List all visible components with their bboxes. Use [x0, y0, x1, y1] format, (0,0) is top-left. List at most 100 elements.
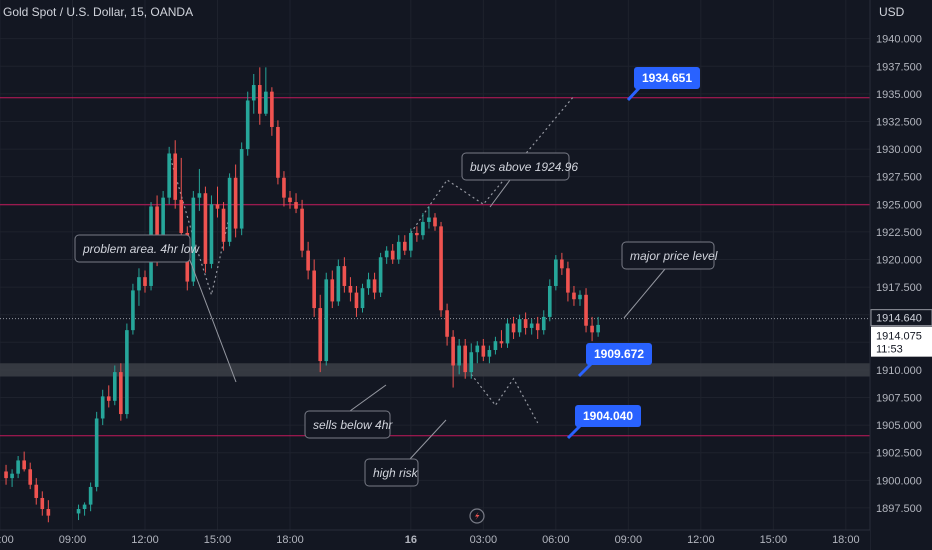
candle[interactable] — [143, 270, 147, 293]
candle[interactable] — [82, 502, 87, 516]
candle[interactable] — [402, 235, 407, 256]
candle[interactable] — [554, 255, 558, 291]
candle[interactable] — [312, 259, 316, 317]
candle[interactable] — [445, 303, 449, 346]
candle[interactable] — [16, 456, 20, 479]
candle[interactable] — [215, 186, 220, 218]
candle[interactable] — [529, 319, 534, 335]
candle[interactable] — [366, 272, 371, 295]
candle[interactable] — [76, 504, 81, 521]
candle[interactable] — [94, 411, 99, 492]
price-callout[interactable]: 1904.040 — [566, 405, 641, 440]
candle[interactable] — [324, 272, 329, 366]
annotation-note[interactable]: sells below 4hr — [304, 384, 393, 439]
candle[interactable] — [566, 261, 570, 302]
candle[interactable] — [106, 385, 111, 408]
candle[interactable] — [131, 283, 135, 335]
candle[interactable] — [517, 314, 522, 337]
candle[interactable] — [578, 290, 582, 306]
candle[interactable] — [475, 341, 480, 364]
candle[interactable] — [288, 191, 292, 209]
candle[interactable] — [487, 345, 492, 364]
candle[interactable] — [22, 451, 26, 472]
candle[interactable] — [547, 279, 552, 322]
candle[interactable] — [294, 193, 298, 214]
candle[interactable] — [28, 462, 33, 490]
candle[interactable] — [499, 330, 504, 348]
candle[interactable] — [427, 206, 431, 229]
candle[interactable] — [239, 142, 244, 236]
candle[interactable] — [415, 226, 419, 242]
candle[interactable] — [300, 199, 304, 258]
annotations[interactable]: problem area. 4hr low buys above 1924.96 m… — [74, 152, 718, 487]
candlesticks[interactable] — [4, 67, 600, 523]
candle[interactable] — [306, 241, 310, 280]
candle[interactable] — [384, 246, 389, 264]
candle[interactable] — [560, 252, 564, 275]
candle[interactable] — [572, 285, 576, 306]
candle[interactable] — [390, 244, 395, 264]
annotation-note[interactable]: problem area. 4hr low — [74, 234, 237, 383]
candle[interactable] — [167, 146, 171, 205]
candle[interactable] — [125, 323, 129, 419]
candle[interactable] — [457, 338, 461, 375]
candle[interactable] — [511, 316, 516, 339]
candle[interactable] — [179, 157, 184, 242]
candle[interactable] — [282, 171, 286, 207]
candle[interactable] — [318, 294, 323, 373]
candle[interactable] — [4, 464, 8, 485]
candle[interactable] — [348, 277, 353, 302]
candle[interactable] — [137, 268, 141, 306]
candle[interactable] — [34, 478, 39, 505]
candle[interactable] — [227, 173, 232, 247]
candle[interactable] — [396, 235, 401, 264]
candle[interactable] — [354, 285, 359, 317]
candle[interactable] — [541, 310, 546, 335]
candle[interactable] — [270, 87, 274, 136]
candle[interactable] — [596, 316, 600, 337]
candle[interactable] — [264, 67, 268, 116]
candle[interactable] — [88, 482, 93, 512]
candle[interactable] — [505, 319, 510, 348]
candle[interactable] — [112, 365, 117, 406]
candle[interactable] — [342, 257, 347, 293]
candle[interactable] — [245, 91, 250, 156]
candle[interactable] — [40, 491, 45, 516]
candle[interactable] — [276, 120, 280, 185]
lightning-icon[interactable] — [469, 508, 485, 524]
candle[interactable] — [439, 221, 443, 317]
annotation-note[interactable]: buys above 1924.96 — [461, 152, 578, 208]
candle[interactable] — [421, 213, 425, 240]
candle[interactable] — [209, 195, 214, 269]
candle[interactable] — [590, 316, 594, 342]
candle[interactable] — [469, 343, 474, 379]
price-callout[interactable]: 1934.651 — [626, 67, 700, 102]
annotation-note[interactable]: high risk — [364, 419, 447, 487]
candle[interactable] — [535, 316, 540, 339]
candle[interactable] — [584, 288, 588, 333]
candle[interactable] — [493, 336, 498, 355]
candle[interactable] — [372, 272, 377, 300]
candle[interactable] — [378, 252, 383, 298]
candle[interactable] — [523, 312, 528, 335]
candle[interactable] — [10, 469, 14, 487]
candle[interactable] — [451, 330, 455, 388]
candle[interactable] — [100, 389, 105, 426]
candle[interactable] — [251, 73, 256, 114]
candle[interactable] — [433, 213, 437, 231]
price-callouts[interactable]: 1934.651 1909.672 1904.040 — [566, 67, 700, 440]
candle[interactable] — [203, 186, 208, 273]
candle[interactable] — [173, 140, 178, 209]
candle[interactable] — [233, 164, 238, 238]
annotation-note[interactable]: major price level — [621, 241, 718, 319]
candle[interactable] — [46, 500, 51, 523]
candle[interactable] — [481, 338, 486, 362]
candle[interactable] — [463, 338, 468, 379]
candle[interactable] — [330, 270, 335, 309]
candle[interactable] — [197, 168, 202, 211]
candle[interactable] — [221, 202, 226, 251]
candle[interactable] — [119, 363, 123, 421]
price-callout[interactable]: 1909.672 — [577, 343, 652, 378]
candle[interactable] — [336, 259, 341, 306]
